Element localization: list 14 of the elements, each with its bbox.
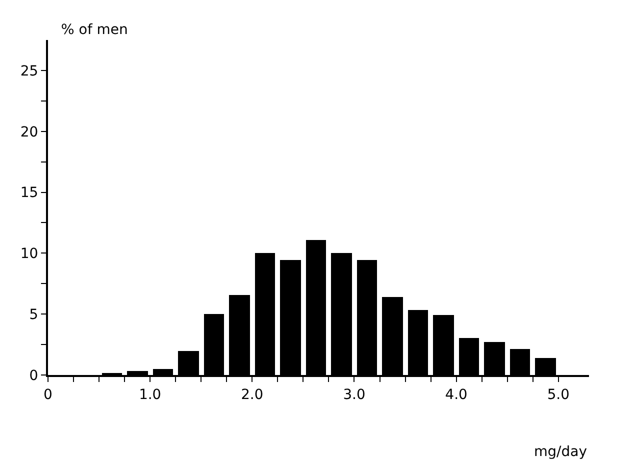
y-tick-label: 5: [29, 306, 38, 323]
x-tick-label: 2.0: [241, 386, 264, 403]
y-axis-title: % of men: [61, 22, 128, 38]
y-tick-label: 10: [20, 246, 38, 262]
x-tick-label: 5.0: [547, 386, 570, 403]
x-tick-label: 3.0: [343, 386, 366, 403]
x-axis-title: mg/day: [534, 444, 587, 460]
y-tick-label: 0: [29, 368, 38, 384]
x-tick-label: 0: [44, 386, 52, 403]
x-tick-label: 4.0: [445, 386, 468, 403]
x-tick-label: 1.0: [138, 386, 162, 403]
y-tick-label: 25: [20, 63, 38, 80]
y-tick-label: 20: [20, 124, 38, 140]
y-tick-label: 15: [20, 185, 38, 202]
